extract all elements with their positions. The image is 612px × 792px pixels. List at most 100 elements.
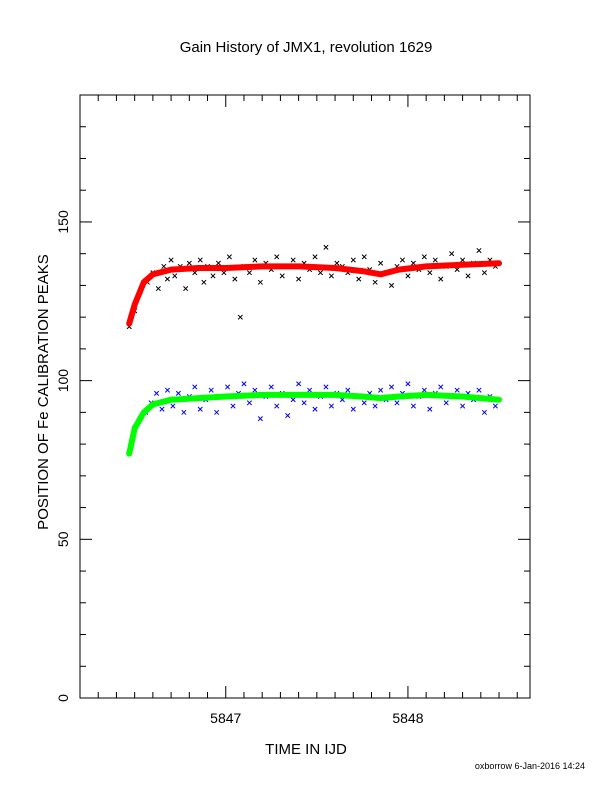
- series-0-point: [317, 270, 324, 276]
- series-2-point: [170, 403, 176, 409]
- series-2-point: [394, 400, 400, 406]
- series-0-point: [449, 251, 455, 257]
- series-2-point: [307, 387, 313, 393]
- series-0-point: [438, 276, 444, 282]
- series-0-point: [232, 276, 238, 282]
- x-tick-label: 5847: [210, 710, 241, 726]
- series-0-point: [361, 254, 367, 260]
- series-2-point: [460, 403, 466, 409]
- series-2-point: [246, 400, 252, 406]
- footer-stamp: oxborrow 6-Jan-2016 14:24: [475, 761, 585, 771]
- series-0-point: [257, 279, 263, 285]
- series-1-line: [126, 260, 502, 327]
- series-2-point: [208, 387, 214, 393]
- series-2-point: [388, 384, 395, 390]
- series-2-point: [181, 409, 187, 415]
- series-0-point: [161, 263, 167, 269]
- y-tick-label: 50: [55, 531, 71, 547]
- x-axis-label: TIME IN IJD: [265, 741, 347, 758]
- series-2-point: [225, 384, 231, 390]
- series-2-point: [274, 403, 280, 409]
- series-2-point: [492, 403, 498, 409]
- series-0-point: [427, 270, 433, 276]
- series-0-point: [312, 254, 318, 260]
- series-0-point: [460, 257, 466, 263]
- series-0-point: [201, 279, 207, 285]
- series-2-point: [214, 409, 220, 415]
- series-0-point: [481, 270, 488, 276]
- series-0-point: [399, 257, 406, 263]
- series-0-point: [405, 273, 411, 279]
- series-2-point: [252, 387, 258, 393]
- data-marks: [126, 244, 502, 457]
- series-0-point: [421, 254, 427, 260]
- plot-frame: [79, 94, 531, 699]
- series-2-point: [328, 403, 334, 409]
- series-2-point: [301, 400, 307, 406]
- y-tick-label: 100: [55, 369, 71, 393]
- series-2-point: [372, 403, 378, 409]
- series-0-point: [465, 273, 471, 279]
- series-0-point: [334, 260, 340, 266]
- y-tick-label: 150: [55, 210, 71, 234]
- series-2-point: [312, 406, 318, 412]
- series-0-point: [290, 257, 296, 263]
- series-2-point: [443, 400, 449, 406]
- series-2-point: [192, 384, 198, 390]
- series-2-point: [153, 390, 160, 396]
- series-0-point: [410, 260, 416, 266]
- series-0-point: [296, 276, 302, 282]
- series-0-point: [252, 257, 258, 263]
- series-2-point: [197, 406, 203, 412]
- series-0-point: [210, 273, 216, 279]
- series-0-point: [186, 260, 192, 266]
- series-2-point: [410, 403, 416, 409]
- x-tick-label: 5848: [392, 710, 423, 726]
- series-0-point: [388, 282, 395, 288]
- series-0-point: [246, 270, 252, 276]
- series-2-point: [405, 381, 411, 387]
- series-2-point: [230, 403, 236, 409]
- series-0-point: [237, 314, 243, 320]
- series-0-point: [197, 257, 203, 263]
- series-0-point: [221, 270, 227, 276]
- series-2-point: [421, 387, 427, 393]
- series-0-point: [274, 254, 280, 260]
- series-0-point: [476, 247, 482, 254]
- series-0-point: [350, 257, 356, 263]
- series-0-point: [164, 276, 171, 282]
- series-2-point: [361, 400, 367, 406]
- series-0-point: [372, 279, 378, 285]
- y-axis-label: POSITION OF Fe CALIBRATION PEAKS: [35, 254, 52, 530]
- series-2-point: [427, 406, 433, 412]
- series-2-point: [323, 384, 329, 390]
- series-0-point: [155, 286, 161, 292]
- series-2-point: [438, 384, 444, 390]
- y-tick-labels: 0 50 100 150: [55, 210, 71, 702]
- series-0-point: [279, 273, 285, 279]
- series-2-point: [296, 381, 302, 387]
- chart-title: Gain History of JMX1, revolution 1629: [180, 39, 433, 56]
- series-2-point: [345, 387, 351, 393]
- series-0-point: [168, 257, 174, 263]
- series-2-point: [454, 387, 460, 393]
- series-2-point: [268, 384, 274, 390]
- series-0-point: [432, 257, 438, 263]
- series-0-point: [356, 276, 362, 282]
- series-2-point: [350, 406, 356, 412]
- series-2-point: [476, 387, 482, 393]
- series-2-point: [175, 390, 181, 396]
- series-2-point: [378, 387, 384, 393]
- series-2-point: [164, 387, 171, 393]
- series-0-point: [378, 260, 384, 266]
- series-0-point: [172, 273, 178, 279]
- series-0-point: [323, 244, 329, 250]
- series-2-point: [257, 416, 263, 422]
- series-2-point: [481, 409, 488, 415]
- x-tick-labels: 5847 5848: [210, 710, 424, 726]
- y-tick-label: 0: [55, 694, 71, 702]
- series-0-point: [328, 273, 334, 279]
- series-2-point: [290, 397, 296, 403]
- series-2-point: [241, 381, 247, 387]
